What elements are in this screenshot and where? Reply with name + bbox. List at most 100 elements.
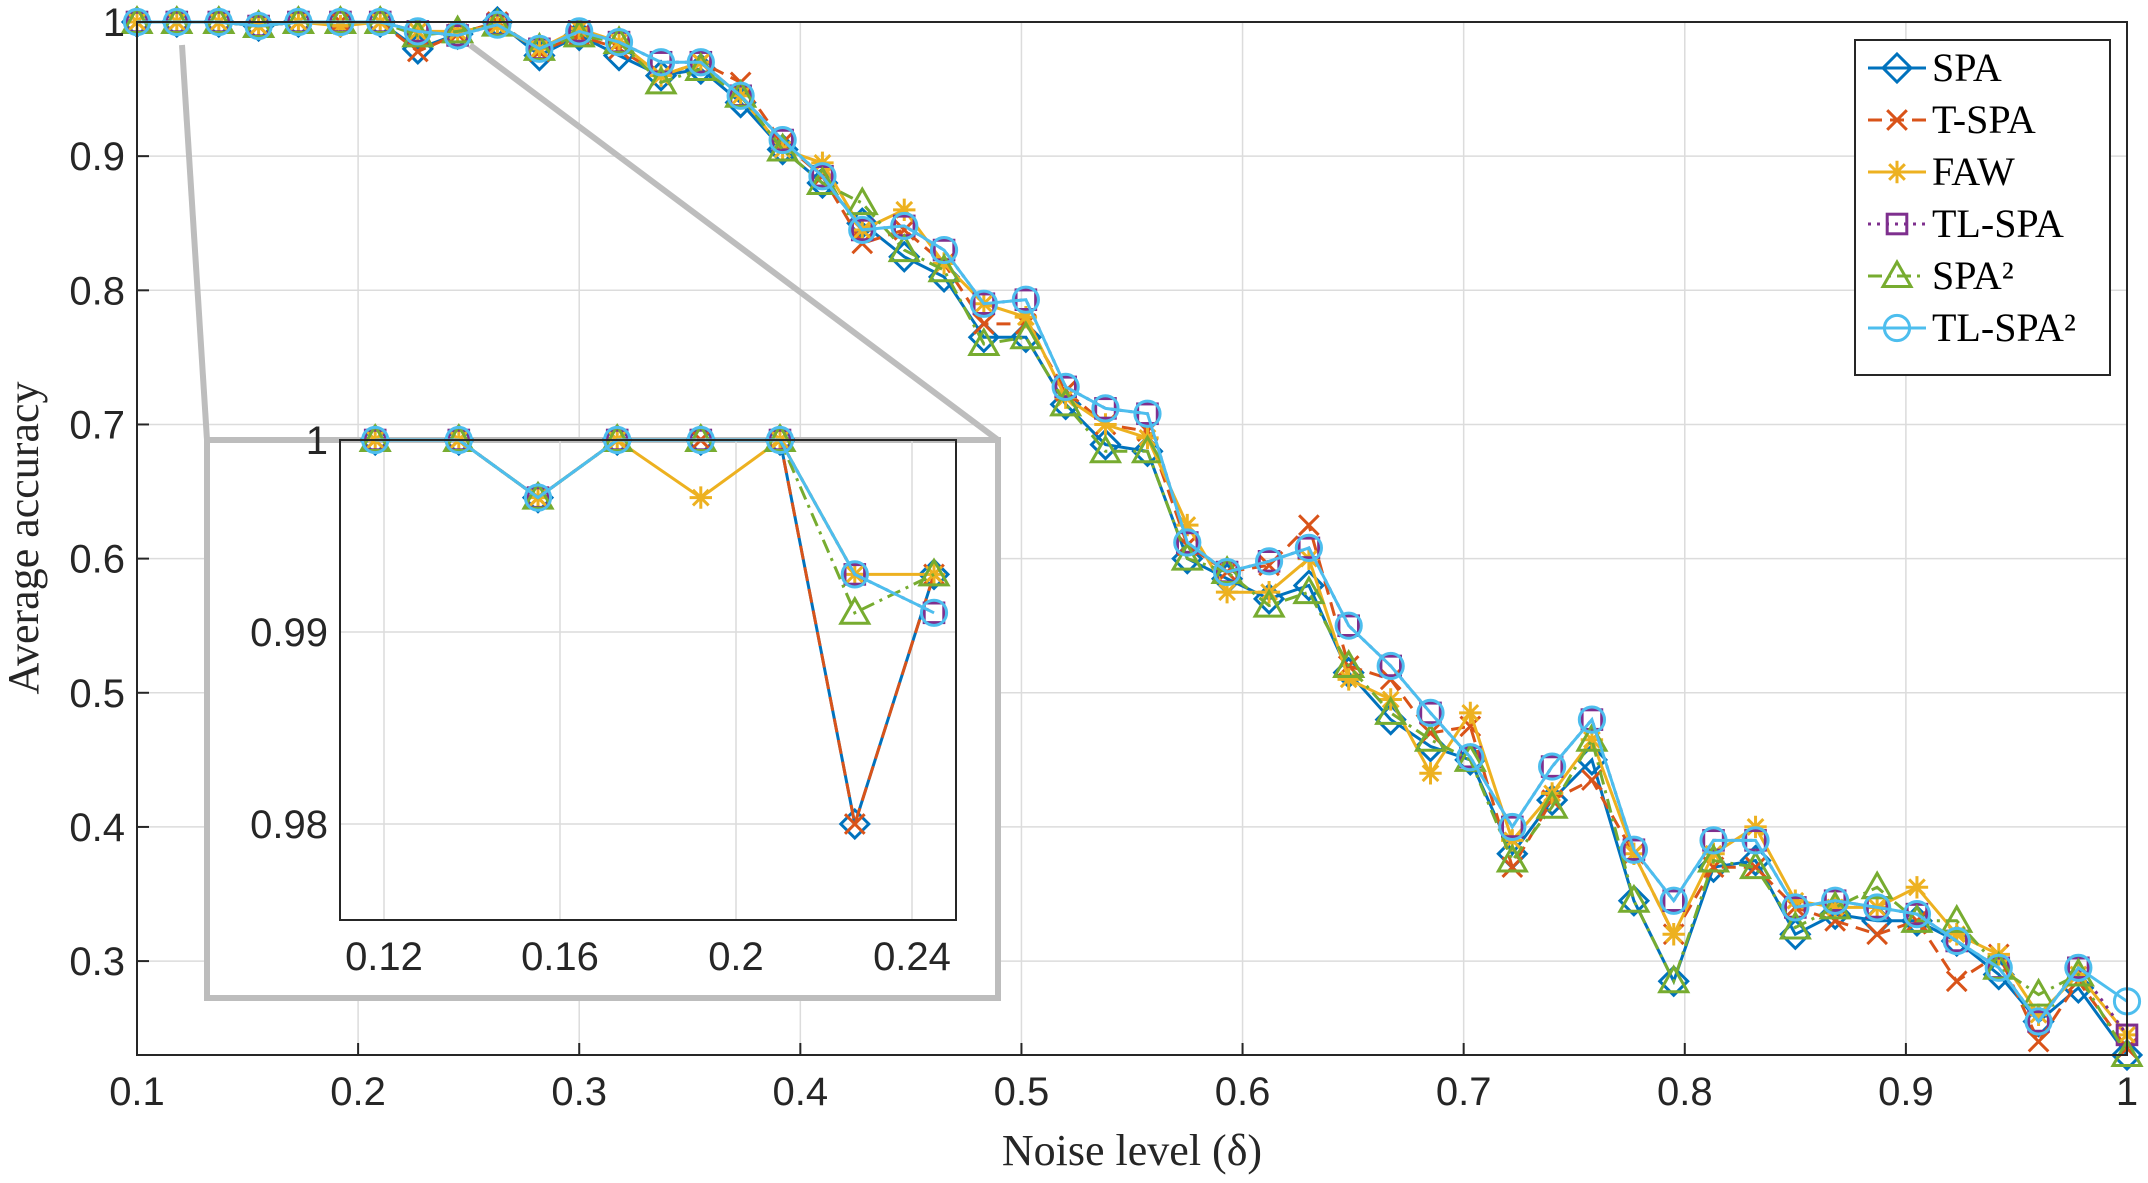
x-tick-label: 0.6 bbox=[1215, 1070, 1271, 1114]
inset-data-point-spa bbox=[917, 558, 951, 591]
data-point-spa2 bbox=[1495, 843, 1529, 873]
data-point-faw bbox=[329, 14, 352, 38]
legend-marker-spa2 bbox=[1880, 258, 1914, 288]
data-point-spa2 bbox=[401, 18, 435, 48]
data-point-tl-spa bbox=[1419, 701, 1442, 725]
data-point-tl-spa2 bbox=[403, 17, 432, 46]
data-point-spa bbox=[1252, 582, 1286, 615]
data-point-tl-spa2 bbox=[1212, 557, 1242, 587]
inset-data-point-spa2 bbox=[917, 557, 951, 587]
data-point-spa2 bbox=[1332, 648, 1366, 678]
data-point-tl-spa2 bbox=[2064, 953, 2093, 982]
data-point-spa2 bbox=[805, 165, 840, 195]
data-point-tl-spa bbox=[771, 128, 794, 152]
data-point-spa2 bbox=[927, 253, 961, 283]
data-point-spa2 bbox=[1413, 722, 1448, 752]
data-point-tl-spa bbox=[1337, 614, 1360, 638]
data-point-spa2 bbox=[160, 4, 194, 34]
inset-y-tick-label: 0.98 bbox=[250, 803, 328, 847]
data-point-tl-spa2 bbox=[1498, 812, 1527, 842]
data-point-tl-spa bbox=[1540, 755, 1564, 778]
inset-data-point-faw bbox=[689, 486, 712, 509]
data-point-faw bbox=[1662, 923, 1685, 946]
y-tick-label: 0.7 bbox=[69, 403, 125, 447]
inset-x-tick-label: 0.12 bbox=[345, 935, 423, 979]
data-point-tl-spa bbox=[1054, 375, 1077, 399]
data-point-t-spa bbox=[1945, 970, 1968, 993]
inset-x-tick-label: 0.24 bbox=[873, 935, 951, 979]
data-point-tl-spa2 bbox=[808, 162, 837, 191]
x-tick-label: 0.2 bbox=[330, 1070, 386, 1114]
data-point-tl-spa bbox=[1662, 889, 1686, 913]
data-point-tl-spa bbox=[1257, 550, 1281, 573]
data-point-spa2 bbox=[1130, 434, 1165, 464]
data-point-tl-spa2 bbox=[1294, 533, 1323, 562]
inset-axis-ticks: 0.12 0.16 0.2 0.24 0.98 0.99 1 bbox=[250, 419, 951, 979]
data-point-tl-spa2 bbox=[848, 215, 877, 245]
x-tick-label: 0.8 bbox=[1657, 1070, 1713, 1114]
legend-marker-spa bbox=[1880, 51, 1914, 85]
data-point-tl-spa2 bbox=[1254, 547, 1284, 576]
data-point-tl-spa2 bbox=[1902, 900, 1932, 929]
x-tick-label: 0.4 bbox=[773, 1070, 829, 1114]
data-point-spa2 bbox=[1049, 387, 1083, 417]
x-axis-label: Noise level (δ) bbox=[1002, 1126, 1262, 1175]
data-point-spa bbox=[1657, 965, 1690, 998]
data-point-tl-spa2 bbox=[1334, 611, 1363, 640]
data-point-tl-spa2 bbox=[686, 48, 715, 77]
legend: SPA T-SPA FAW TL-SPA SPA² TL-SPA² bbox=[1854, 39, 2111, 376]
data-point-spa2 bbox=[1292, 575, 1326, 605]
data-point-spa2 bbox=[323, 4, 358, 34]
data-point-faw bbox=[1945, 923, 1968, 946]
main-plot-frame bbox=[136, 21, 2128, 1056]
data-point-tl-spa2 bbox=[1091, 394, 1120, 423]
legend-label-spa: SPA bbox=[1932, 45, 2002, 90]
inset-data-point-tl-spa2 bbox=[840, 560, 869, 589]
legend-label-t-spa: T-SPA bbox=[1932, 97, 2036, 142]
data-point-tl-spa2 bbox=[565, 17, 594, 46]
legend-marker-faw bbox=[1885, 160, 1909, 184]
x-tick-label: 0.9 bbox=[1878, 1070, 1934, 1114]
inset-data-point-tl-spa bbox=[843, 563, 867, 586]
data-point-tl-spa bbox=[1297, 536, 1321, 560]
data-point-tl-spa2 bbox=[1376, 651, 1405, 681]
data-point-tl-spa2 bbox=[1456, 743, 1485, 772]
y-axis-label: Average accuracy bbox=[0, 381, 48, 694]
y-tick-label: 1 bbox=[103, 1, 125, 45]
inset-data-point-spa2 bbox=[838, 595, 872, 625]
data-point-tl-spa2 bbox=[929, 235, 959, 265]
data-point-t-spa bbox=[1866, 923, 1889, 946]
data-point-tl-spa2 bbox=[1741, 826, 1770, 855]
data-point-tl-spa bbox=[1784, 896, 1807, 919]
y-tick-label: 0.6 bbox=[69, 538, 125, 582]
data-point-spa2 bbox=[1696, 843, 1731, 873]
data-point-tl-spa2 bbox=[1538, 752, 1567, 781]
inset-data-point-spa2 bbox=[763, 422, 797, 452]
data-point-tl-spa2 bbox=[1173, 528, 1202, 557]
data-point-spa2 bbox=[1657, 964, 1691, 994]
data-point-spa2 bbox=[1860, 870, 1894, 900]
zoom-connector-lines bbox=[179, 42, 1000, 443]
inset-data-point-spa2 bbox=[521, 480, 555, 510]
data-point-spa2 bbox=[1940, 903, 1974, 933]
inset-data-point-t-spa bbox=[843, 813, 866, 835]
data-point-tl-spa2 bbox=[1619, 835, 1649, 864]
legend-marker-tl-spa2 bbox=[1882, 313, 1912, 343]
inset-data-point-tl-spa2 bbox=[523, 483, 553, 512]
data-point-tl-spa2 bbox=[1699, 826, 1728, 855]
data-point-spa2 bbox=[1170, 541, 1204, 571]
data-point-tl-spa bbox=[1175, 531, 1199, 554]
data-point-tl-spa2 bbox=[969, 289, 998, 318]
data-point-tl-spa bbox=[1501, 815, 1524, 839]
data-point-spa bbox=[1292, 569, 1326, 602]
data-point-spa2 bbox=[887, 233, 921, 263]
inset-x-tick-label: 0.16 bbox=[521, 935, 599, 979]
x-tick-label: 0.5 bbox=[994, 1070, 1050, 1114]
data-point-spa2 bbox=[967, 326, 1001, 356]
inset-background bbox=[204, 437, 1001, 1001]
data-point-spa2 bbox=[2021, 977, 2056, 1007]
inset-y-tick-label: 0.99 bbox=[250, 611, 328, 655]
data-point-faw bbox=[1337, 668, 1360, 691]
data-point-tl-spa2 bbox=[1577, 705, 1607, 734]
data-point-tl-spa bbox=[1580, 708, 1604, 731]
